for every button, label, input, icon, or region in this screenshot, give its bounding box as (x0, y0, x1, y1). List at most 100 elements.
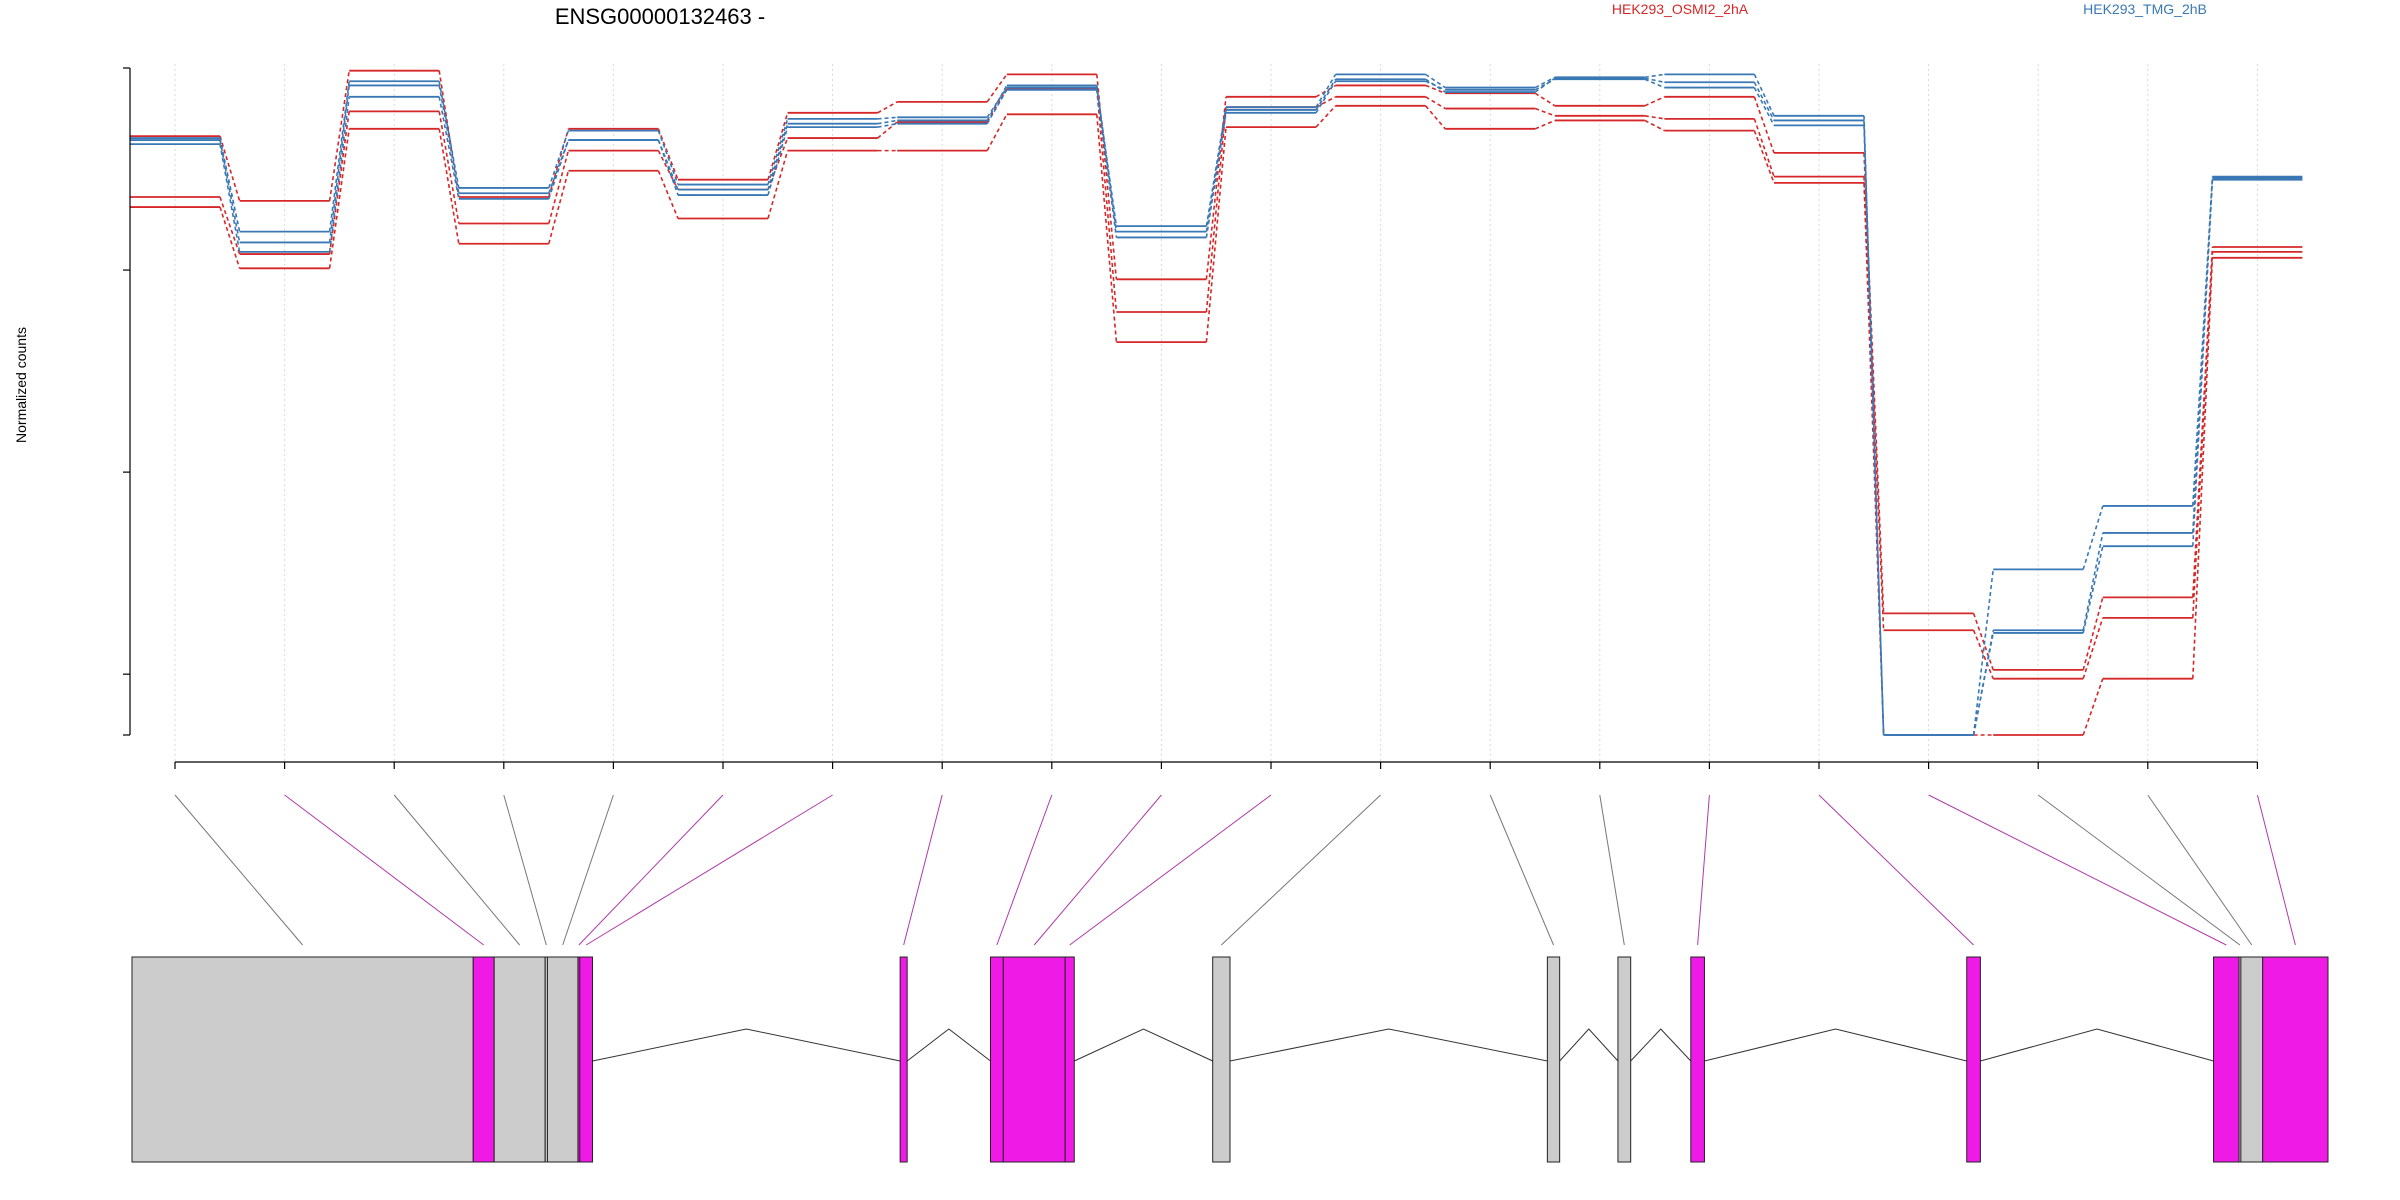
exon-box-e013 (1546, 956, 1561, 1163)
series-2-connector-10 (1205, 107, 1227, 313)
connector-e018 (2037, 794, 2241, 946)
series-4-connector-4 (548, 130, 570, 189)
series-5-connector-7 (877, 119, 898, 125)
series-1-connector-17 (1972, 613, 1994, 671)
exon-box-e014 (1617, 956, 1632, 1163)
exon-box-e020 (2262, 956, 2329, 1163)
series-6-connector-16 (1863, 125, 1885, 736)
series-2-connector-17 (1972, 629, 1994, 679)
series-3-connector-10 (1205, 127, 1227, 343)
series-4-connector-2 (328, 81, 350, 232)
series-3-connector-19 (2192, 257, 2214, 679)
series-3-connector-11 (1315, 105, 1337, 128)
series-1-connector-19 (2192, 246, 2214, 598)
series-6-connector-2 (328, 96, 350, 252)
series-4-connector-11 (1315, 73, 1337, 108)
series-3-connector-3 (438, 128, 460, 244)
connector-e013 (1489, 794, 1554, 946)
series-3-connector-4 (548, 170, 570, 244)
series-2-connector-13 (1534, 107, 1556, 117)
connector-e006 (578, 794, 724, 946)
y-axis-title: Normalized counts (13, 327, 29, 443)
series-3-connector-6 (767, 150, 789, 219)
series-4-connector-8 (986, 87, 1008, 118)
exon-box-e010 (1002, 956, 1066, 1163)
series-6-connector-3 (438, 96, 460, 200)
series-layer (130, 69, 2303, 736)
series-1-connector-15 (1753, 96, 1775, 154)
series-1 (130, 69, 2303, 671)
connector-e019 (2147, 794, 2253, 946)
series-4-connector-15 (1753, 74, 1775, 117)
connector-e011 (1069, 794, 1272, 946)
exon-box-e019 (2240, 956, 2264, 1163)
exon-box-e007 (579, 956, 594, 1163)
connector-e015 (1697, 794, 1710, 946)
series-1-connector-13 (1534, 92, 1556, 107)
intron-15 (1704, 1028, 1967, 1062)
series-1-connector-5 (657, 128, 679, 180)
series-2-connector-12 (1425, 96, 1446, 110)
series-6-connector-12 (1425, 80, 1446, 91)
series-6-connector-15 (1753, 87, 1775, 126)
series-2-connector-15 (1753, 118, 1775, 177)
exon-box-e011 (1064, 956, 1075, 1163)
connector-e004 (503, 794, 547, 946)
connector-e009 (996, 794, 1053, 946)
series-3-connector-15 (1753, 130, 1775, 184)
series-3-connector-12 (1424, 105, 1446, 130)
connector-e008 (903, 794, 943, 946)
series-5-connector-11 (1315, 78, 1337, 111)
series-4-connector-18 (2082, 505, 2104, 570)
series-6-connector-10 (1205, 112, 1227, 238)
gene-model-track (131, 956, 2329, 1163)
series-6-connector-9 (1096, 89, 1118, 238)
series-4-connector-13 (1534, 76, 1556, 89)
axes (123, 67, 2258, 769)
exon-box-e008 (899, 956, 908, 1163)
series-2-connector-19 (2192, 251, 2214, 618)
series-2-connector-14 (1644, 115, 1665, 120)
connector-e010 (1033, 794, 1162, 946)
intron-12 (1229, 1028, 1548, 1062)
series-4-connector-16 (1863, 115, 1885, 736)
legend-entry-osmi2: HEK293_OSMI2_2hA (1612, 1, 1749, 17)
series-1-connector-7 (877, 101, 898, 114)
series-6-connector-11 (1315, 80, 1337, 114)
intron-16 (1980, 1028, 2214, 1062)
connector-e003 (393, 794, 521, 946)
series-2-connector-4 (548, 150, 570, 224)
series-6 (130, 78, 2303, 736)
series-1-connector-9 (1096, 74, 1118, 280)
series-2-connector-1 (219, 196, 241, 255)
intron-8 (906, 1028, 991, 1062)
series-6-connector-19 (2192, 179, 2214, 547)
connector-e001 (174, 794, 303, 946)
series-1-connector-12 (1425, 84, 1446, 94)
series-6-connector-17 (1972, 632, 1994, 736)
series-1-connector-6 (767, 112, 789, 180)
exon-box-e003 (493, 956, 546, 1163)
series-3-connector-8 (986, 113, 1008, 152)
exon-connectors (174, 794, 2296, 946)
series-5 (130, 77, 2303, 736)
series-3 (130, 104, 2303, 736)
series-5-connector-9 (1096, 85, 1118, 232)
series-3-connector-14 (1644, 119, 1665, 132)
series-4-connector-7 (877, 116, 898, 120)
legend-entry-tmg: HEK293_TMG_2hB (2083, 1, 2207, 17)
series-4-connector-6 (767, 118, 789, 185)
exon-box-e016 (1966, 956, 1981, 1163)
connector-e016 (1818, 794, 1974, 946)
connector-e017 (1928, 794, 2227, 946)
series-3-connector-16 (1863, 182, 1885, 736)
series-4-connector-1 (219, 137, 241, 232)
exon-box-e015 (1690, 956, 1705, 1163)
series-6-connector-6 (767, 126, 789, 196)
exon-box-e012 (1212, 956, 1231, 1163)
series-6-connector-1 (219, 143, 241, 253)
connector-e014 (1599, 794, 1625, 946)
series-3-connector-2 (328, 128, 350, 269)
chart-title: ENSG00000132463 - (555, 4, 765, 29)
series-3-connector-13 (1534, 119, 1556, 130)
